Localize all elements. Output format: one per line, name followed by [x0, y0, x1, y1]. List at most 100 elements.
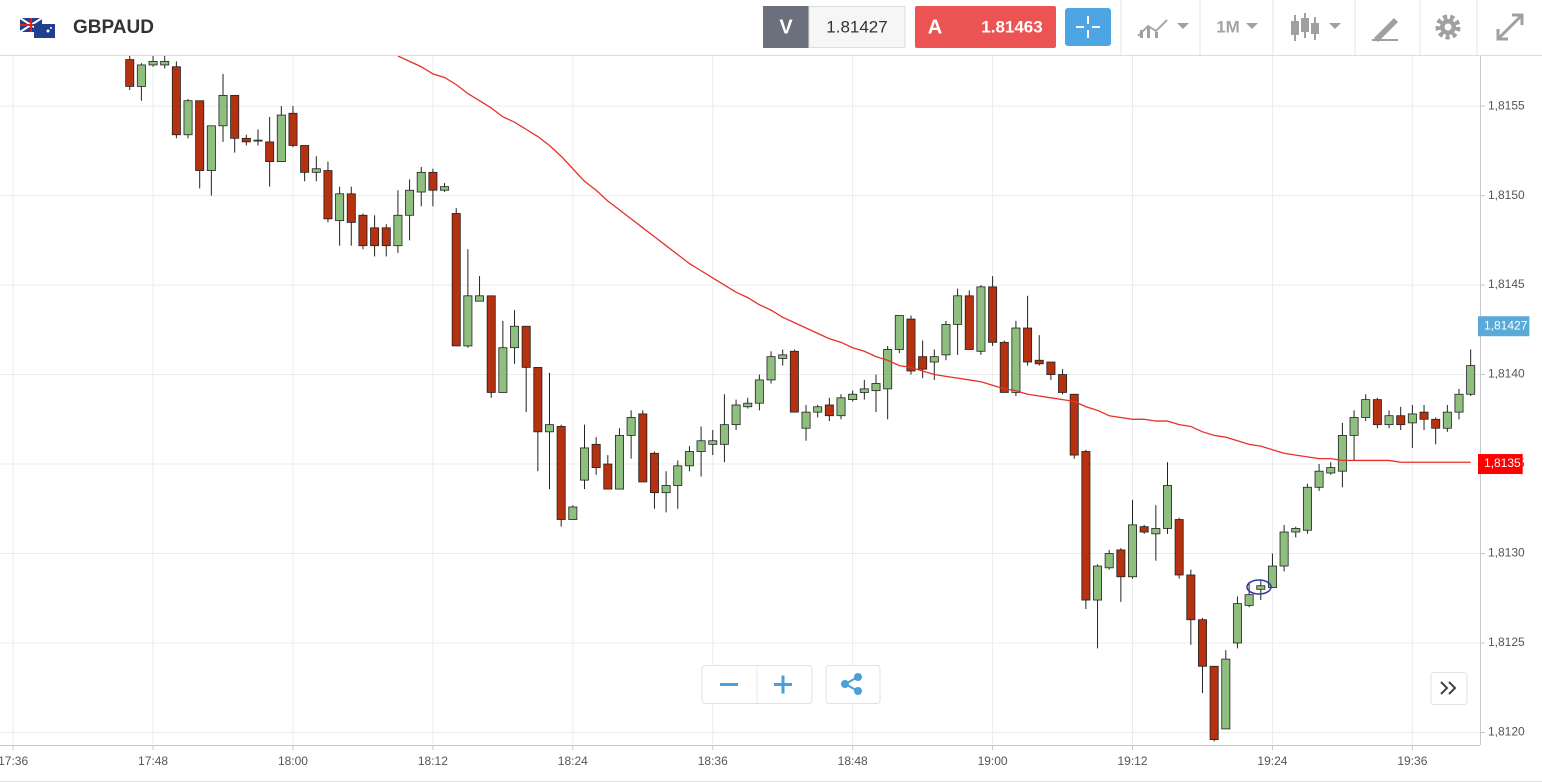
candle-body — [323, 170, 333, 220]
plot-area — [125, 56, 1476, 742]
grid — [0, 56, 1480, 745]
drawing-tools-button[interactable] — [1372, 18, 1398, 42]
y-tick-label: 1,8150 — [1488, 188, 1525, 202]
sell-price-box[interactable] — [808, 6, 906, 48]
candle-body — [743, 402, 753, 408]
buy-box[interactable] — [915, 6, 1056, 48]
candle-body — [1069, 393, 1079, 456]
candle-body — [1186, 574, 1196, 621]
candle-body — [428, 171, 438, 191]
candle-body — [661, 485, 671, 494]
candle-body — [976, 286, 986, 352]
candle-body — [195, 100, 205, 171]
candle-body — [370, 227, 380, 247]
y-tick-label: 1,8130 — [1488, 546, 1525, 560]
candle-body — [1337, 434, 1347, 472]
crosshair-button[interactable] — [1065, 8, 1111, 46]
chart-type-button[interactable] — [1137, 19, 1189, 38]
candle-body — [836, 397, 846, 417]
share-button[interactable] — [825, 665, 881, 704]
timeframe-button[interactable]: 1M — [1216, 17, 1258, 36]
candle-body — [556, 426, 566, 520]
x-tick-label: 19:00 — [978, 754, 1008, 768]
candle-body — [463, 295, 473, 347]
candle-body — [614, 434, 624, 490]
fullscreen-button[interactable] — [1496, 13, 1524, 41]
candle-body — [696, 440, 706, 452]
candle-body — [1454, 393, 1464, 413]
candle-body — [1034, 359, 1044, 365]
scroll-right-button[interactable] — [1430, 672, 1468, 705]
candle-body — [1372, 399, 1382, 426]
sell-label-box[interactable] — [763, 6, 809, 48]
candle-body — [871, 383, 881, 392]
candle-body — [731, 404, 741, 426]
candle-body — [475, 295, 485, 302]
drawn-ellipse — [1246, 579, 1272, 595]
x-tick-label: 18:24 — [558, 754, 588, 768]
x-tick-label: 19:24 — [1257, 754, 1287, 768]
candle-body — [1407, 413, 1417, 424]
y-tick-label: 1,8145 — [1488, 277, 1525, 291]
x-tick-label: 19:12 — [1118, 754, 1148, 768]
zoom-in-button[interactable] — [774, 675, 792, 694]
x-tick-label: 18:12 — [418, 754, 448, 768]
candle-body — [953, 295, 963, 325]
candle-body — [638, 413, 648, 483]
candle-body — [754, 379, 764, 404]
candle-body — [673, 465, 683, 486]
candle-style-button[interactable] — [1291, 13, 1341, 41]
candle-body — [1279, 531, 1289, 567]
candle-body — [1442, 411, 1452, 429]
candle-body — [999, 341, 1009, 393]
buy-price[interactable]: 1.81463 — [981, 17, 1042, 36]
buy-label[interactable]: A — [928, 16, 942, 38]
candle-body — [1093, 565, 1103, 601]
settings-button[interactable] — [1435, 14, 1461, 40]
buy-button[interactable]: A 1.81463 — [915, 6, 1056, 48]
candle-body — [1128, 524, 1138, 578]
sell-price[interactable]: 1.81427 — [826, 17, 887, 36]
sell-button[interactable]: V 1.81427 — [763, 6, 906, 48]
candle-body — [894, 315, 904, 350]
candle-body — [218, 94, 228, 127]
candle-body — [1139, 526, 1149, 533]
candle-body — [405, 189, 415, 216]
candle-body — [486, 295, 496, 393]
candle-body — [684, 451, 694, 467]
candle-body — [568, 506, 578, 520]
candle-body — [580, 447, 589, 481]
candle-body — [1174, 519, 1184, 576]
candle-body — [253, 139, 263, 142]
y-tick-label: 1,8155 — [1488, 98, 1525, 112]
y-tick-label: 1,8125 — [1488, 635, 1525, 649]
candle-body — [393, 214, 403, 247]
timeframe[interactable]: 1M — [1216, 17, 1240, 36]
y-tick-label: 1,8140 — [1488, 367, 1525, 381]
price-marker — [1478, 316, 1530, 337]
candle-body — [1023, 327, 1033, 363]
sell-label[interactable]: V — [779, 16, 793, 38]
candle-body — [1326, 467, 1336, 474]
candle-body — [603, 463, 613, 490]
candle-body — [1384, 415, 1394, 426]
candle-body — [510, 325, 520, 349]
axes: 1,8120 1,8125 1,8130 1,8135 1,8140 1,8145 1,81… — [0, 98, 1530, 768]
candle-body — [1396, 415, 1406, 426]
candle-body — [335, 193, 345, 222]
candle-body — [918, 356, 928, 370]
candle-body — [171, 66, 181, 136]
candle-body — [1011, 327, 1021, 393]
candle-body — [276, 114, 286, 162]
candle-body — [381, 227, 391, 247]
candle-body — [1431, 418, 1441, 429]
candle-body — [1419, 411, 1429, 420]
flag-icon — [19, 17, 55, 38]
x-tick-label: 19:36 — [1397, 754, 1427, 768]
candle-body — [591, 443, 601, 469]
candle-body — [136, 64, 146, 87]
candle-body — [1466, 365, 1476, 395]
candle-body — [1151, 528, 1161, 535]
price-marker — [1478, 454, 1523, 475]
